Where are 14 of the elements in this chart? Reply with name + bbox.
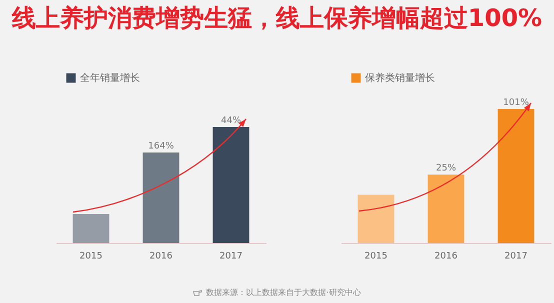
x-tick-label: 2016: [434, 252, 458, 262]
annotation: 101%: [503, 98, 530, 108]
legend-label: 保养类销量增长: [365, 72, 435, 84]
annotation: 164%: [148, 142, 174, 152]
annotation: 44%: [220, 116, 242, 126]
x-tick-label: 2015: [80, 252, 102, 262]
legend-label: 全年销量增长: [80, 72, 140, 84]
x-tick-label: 2017: [220, 252, 242, 262]
annotation: 25%: [436, 164, 456, 174]
x-tick-label: 2017: [504, 252, 528, 262]
x-tick-label: 2016: [150, 252, 173, 262]
chart-title: 线上养护消费增势生猛，线上保养增幅超过100%: [10, 3, 544, 34]
source-note: 数据来源：以上数据来自于大数据·研究中心: [206, 288, 361, 297]
x-tick-label: 2015: [364, 252, 388, 262]
